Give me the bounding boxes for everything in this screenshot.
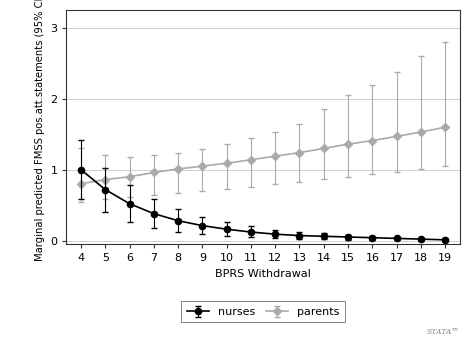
- Y-axis label: Marginal predicted FMSS pos.att.statements (95% CI): Marginal predicted FMSS pos.att.statemen…: [35, 0, 45, 261]
- Text: STATA™: STATA™: [427, 327, 460, 336]
- X-axis label: BPRS Withdrawal: BPRS Withdrawal: [215, 269, 311, 279]
- Legend: nurses, parents: nurses, parents: [181, 301, 345, 322]
